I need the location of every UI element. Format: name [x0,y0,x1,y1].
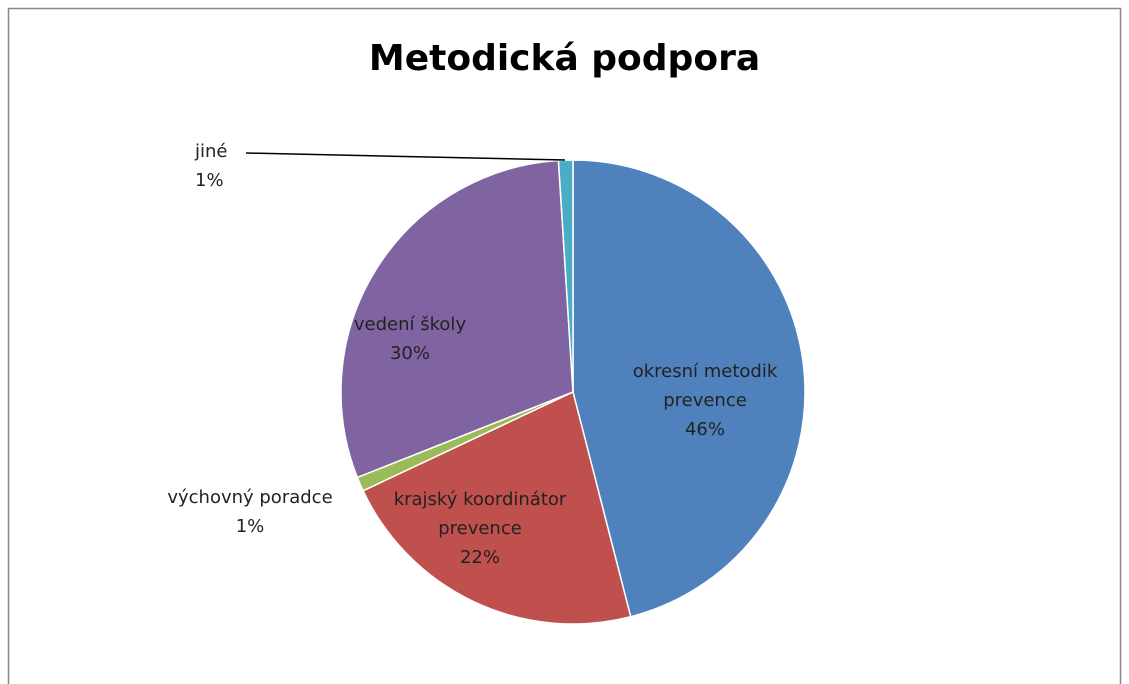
pie-slice [362,390,632,625]
slice-label: vedení školy 30% [330,310,490,368]
chart-title: Metodická podpora [368,38,761,79]
pie-slice [340,159,574,479]
slice-label: okresní metodik prevence 46% [600,357,810,444]
value-label: 1% [195,170,224,191]
category-label: jiné [195,141,228,162]
slice-label: výchovný poradce 1% [140,483,360,541]
category-label: výchovný poradce [167,487,333,508]
category-label: krajský koordinátor prevence [393,489,567,539]
value-label: 1% [235,516,265,537]
value-label: 22% [459,547,500,568]
frame [7,7,1122,684]
slice-label: krajský koordinátor prevence 22% [365,485,595,572]
pie-slice [572,159,806,618]
category-label: okresní metodik prevence [632,361,778,411]
slice-label: jiné 1% [195,137,315,195]
value-label: 30% [389,343,430,364]
leader-line [245,152,566,161]
value-label: 46% [684,419,725,440]
category-label: vedení školy [353,314,467,335]
